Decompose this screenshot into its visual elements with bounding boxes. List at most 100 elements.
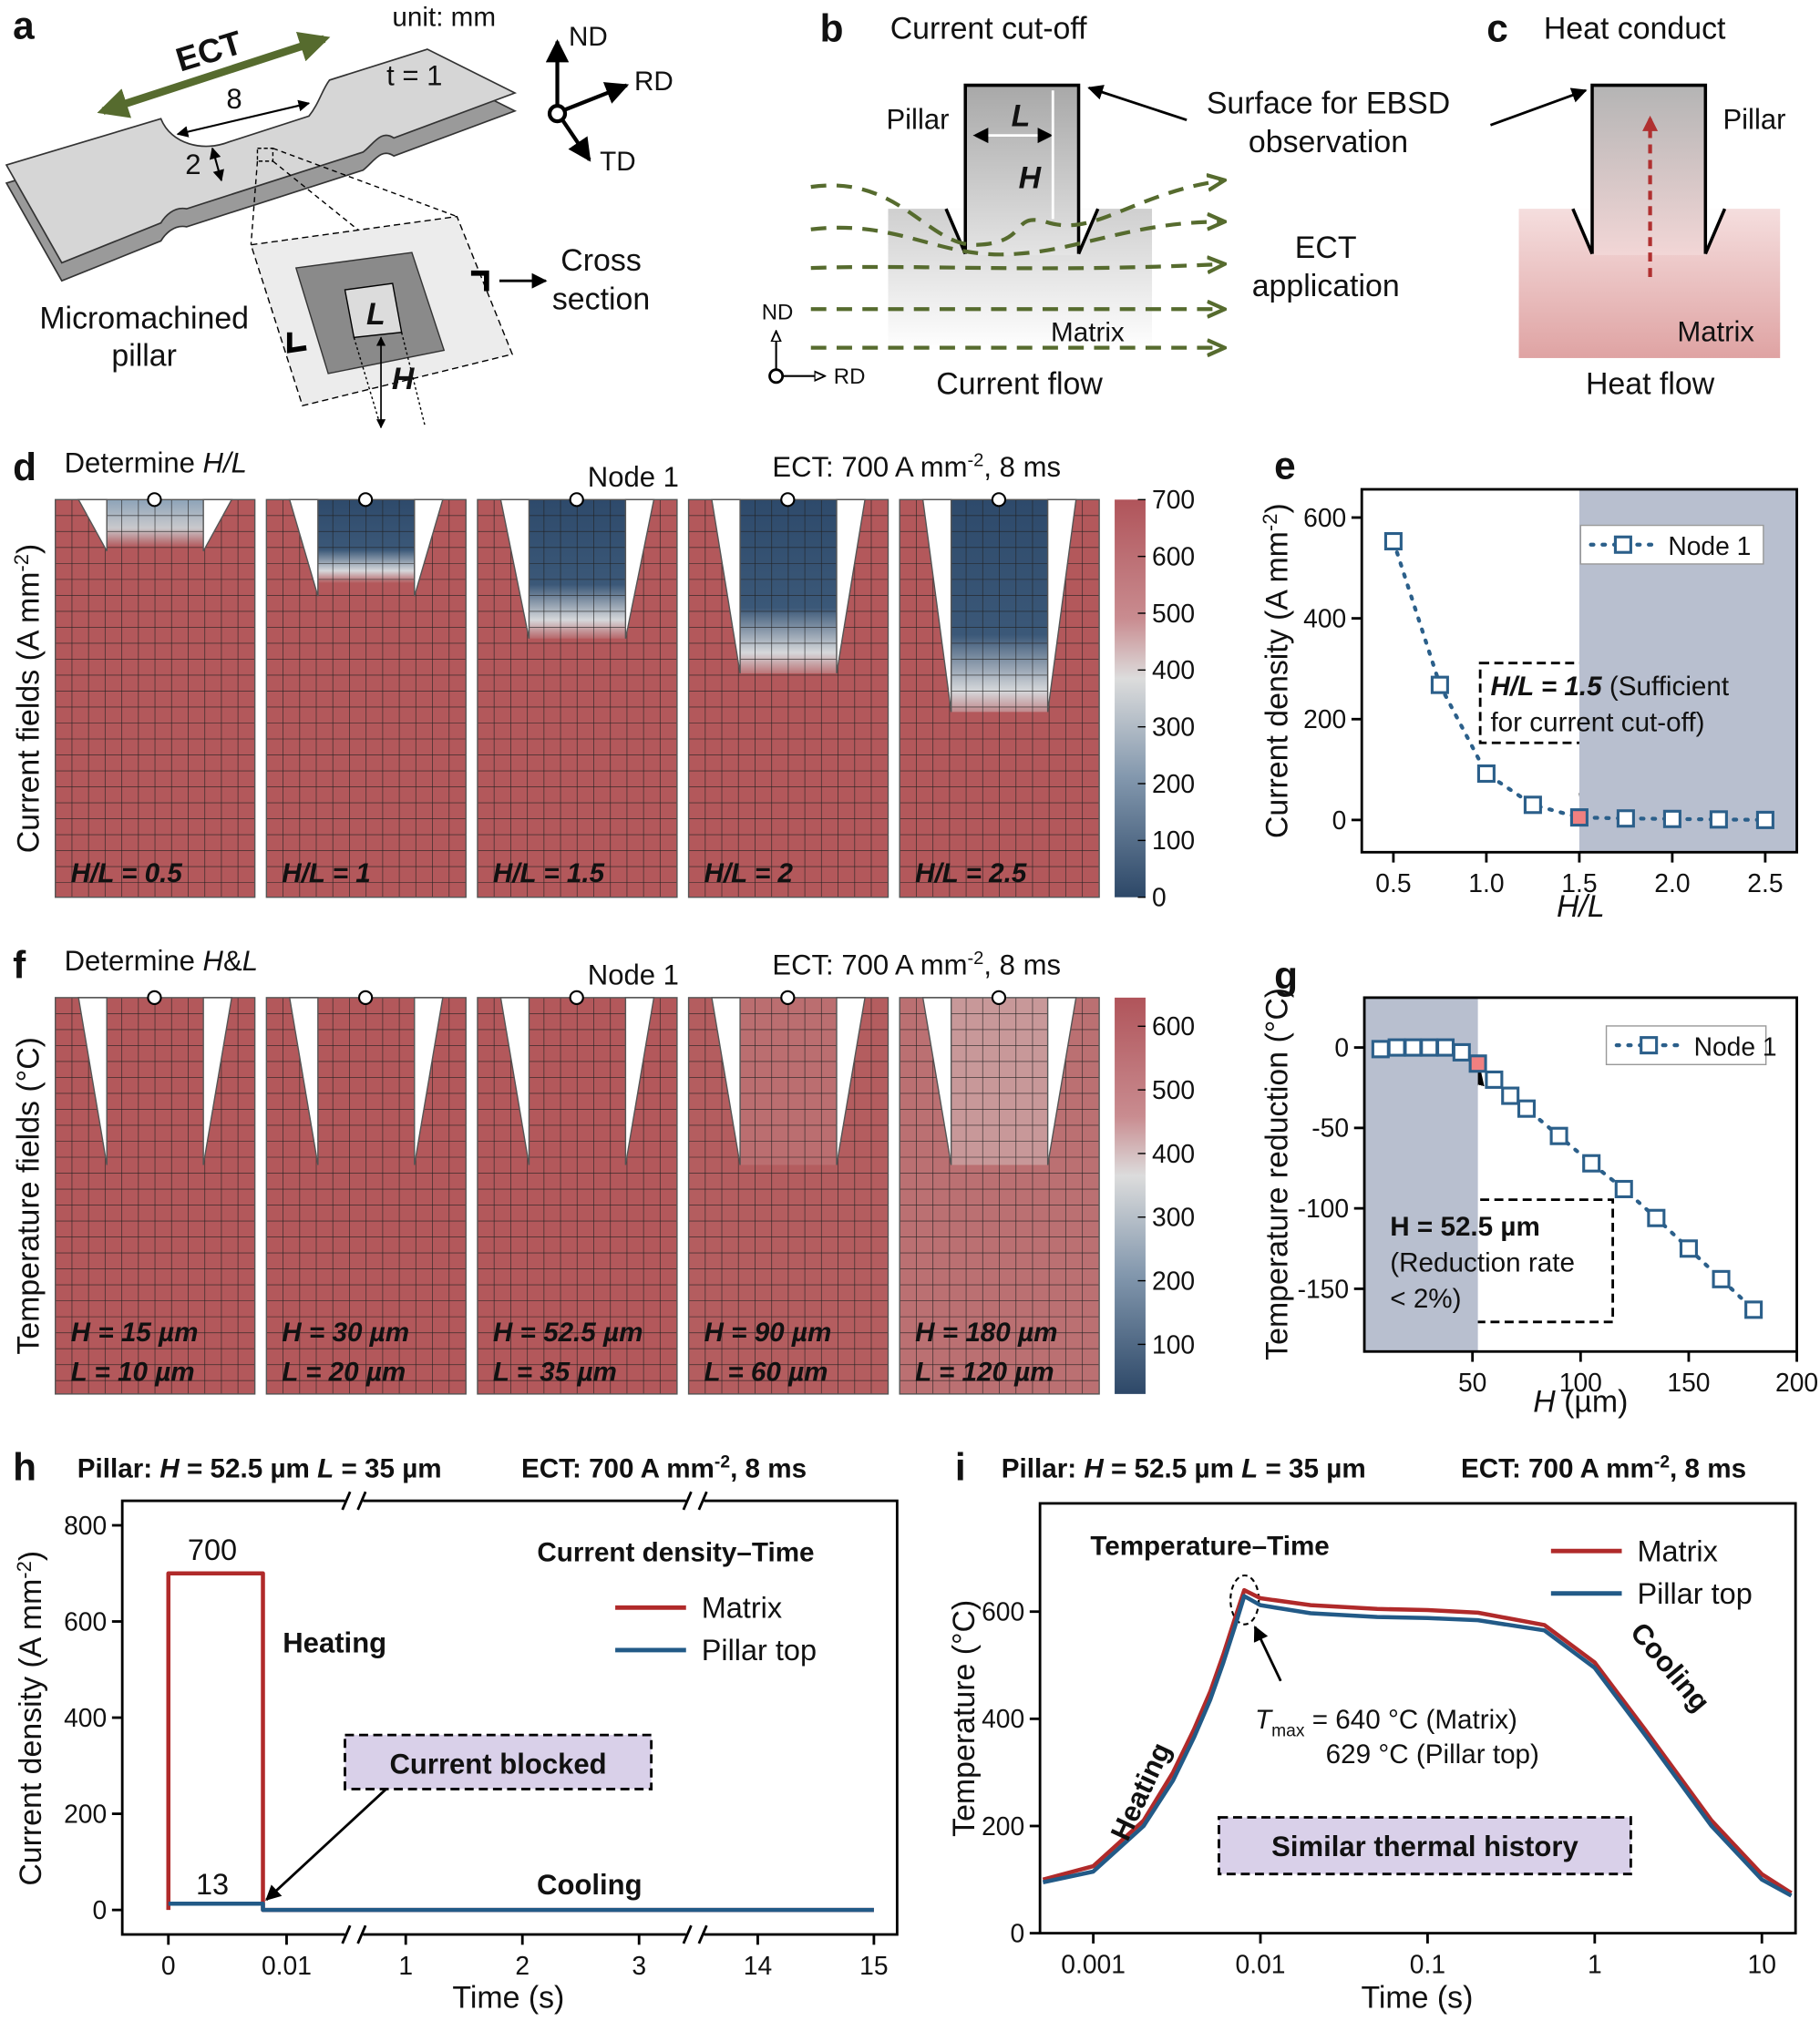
panel-label: a — [13, 5, 35, 47]
legend-box — [1579, 524, 1764, 565]
label: L — [366, 297, 386, 332]
legend-swatch — [1640, 1036, 1659, 1055]
label: Pillar — [1722, 104, 1785, 136]
text-part: 0 — [1334, 1032, 1349, 1062]
x-tick-label: 0.001 — [1061, 1949, 1126, 1978]
text-part: T — [1255, 1705, 1273, 1735]
text-part: & — [223, 945, 242, 977]
chart-subtitle: ECT: 700 A mm-2, 8 ms — [1461, 1452, 1746, 1483]
field-panel — [265, 492, 467, 898]
text-part: 150 — [1667, 1368, 1710, 1397]
y-tick-label: 0 — [1332, 805, 1347, 835]
chart-title: Pillar: H = 52.5 µm L = 35 µm — [77, 1454, 442, 1484]
text-part: Matrix — [1637, 1534, 1717, 1567]
x-tick-label: 2.0 — [1654, 868, 1690, 898]
axis-label: Temperature reduction (°C) — [1260, 988, 1294, 1360]
marker — [1468, 1054, 1487, 1073]
label: TD — [600, 147, 636, 177]
x-tick-label: 14 — [744, 1951, 772, 1980]
text-part: Current flow — [936, 367, 1103, 402]
text-part: 629 °C (Pillar top) — [1326, 1739, 1539, 1770]
case-label: H/L = 1.5 — [493, 858, 605, 888]
text-part: L — [1241, 1454, 1258, 1484]
text-part: Micromachined — [39, 301, 249, 335]
marker — [1383, 531, 1403, 551]
text-part: 1 — [1588, 1949, 1602, 1978]
label: Node 1 — [588, 461, 679, 493]
axis-label: Current density (A mm-2) — [13, 1551, 48, 1886]
text-part: H — [159, 1454, 180, 1484]
text-part: Temperature–Time — [1090, 1531, 1329, 1561]
text-part: d — [13, 446, 36, 488]
y-tick-label: -50 — [1311, 1113, 1349, 1143]
colorbar-tick-label: 400 — [1152, 1139, 1195, 1168]
annotation: (Reduction rate — [1390, 1248, 1575, 1278]
marker — [1523, 795, 1542, 815]
text-part: 2.0 — [1654, 868, 1690, 898]
text-part: (µm) — [1556, 1385, 1629, 1420]
node-marker — [780, 492, 796, 508]
text-part: 0.01 — [1236, 1949, 1286, 1978]
text-part: for current cut-off) — [1490, 708, 1704, 738]
axis-break — [341, 1491, 367, 1511]
text-part: H = 52.5 µm — [493, 1318, 643, 1348]
label: Micromachined — [39, 301, 249, 335]
marker — [1430, 675, 1449, 694]
text-part: g — [1274, 954, 1298, 997]
text-part: Time (s) — [452, 1981, 564, 2016]
text-part: -2 — [715, 1452, 730, 1472]
text-part: = 35 µm — [1258, 1454, 1365, 1484]
panel-label: e — [1274, 445, 1296, 487]
data-label: 700 — [188, 1534, 237, 1566]
y-tick-label: 400 — [1303, 604, 1346, 633]
marker — [1404, 1038, 1423, 1057]
text-part: Heating — [283, 1627, 386, 1659]
label: Heat conduct — [1544, 12, 1726, 46]
text-part: Current blocked — [389, 1748, 606, 1780]
text-part: f — [13, 944, 26, 987]
marker — [1614, 1179, 1633, 1198]
series-line — [1042, 1594, 1793, 1898]
x-tick-label: 100 — [1559, 1368, 1602, 1397]
data-label: 13 — [196, 1868, 229, 1901]
text-part: 700 — [188, 1534, 237, 1566]
text-part: H = 15 µm — [71, 1318, 199, 1348]
text-part: Current density (A mm — [14, 1579, 48, 1886]
text-part: 700 — [1152, 485, 1195, 514]
case-label: L = 10 µm — [71, 1358, 195, 1388]
text-part: Time (s) — [1361, 1981, 1473, 2016]
annotation: Heating — [283, 1627, 386, 1659]
case-label: H = 180 µm — [915, 1318, 1057, 1348]
node-marker — [147, 492, 162, 508]
node-marker — [357, 990, 374, 1005]
text-part: H — [1533, 1385, 1556, 1420]
text-part: b — [820, 7, 844, 50]
label: Node 1 — [588, 959, 679, 991]
text-part: 10 — [1748, 1949, 1776, 1978]
text-part: 600 — [1303, 503, 1346, 532]
text-part: -2 — [10, 554, 33, 572]
text-part: ) — [14, 1551, 48, 1561]
text-part: 1.5 — [1561, 868, 1597, 898]
text-part: a — [13, 5, 35, 47]
text-part: 200 — [1152, 769, 1195, 798]
label: ND — [762, 301, 794, 325]
text-part: 0.5 — [1375, 868, 1411, 898]
text-part: Heat flow — [1586, 367, 1715, 402]
label: 8 — [226, 83, 242, 115]
text-part: 2 — [515, 1951, 530, 1980]
colorbar-tick-label: 100 — [1152, 826, 1195, 855]
y-tick-label: -100 — [1298, 1194, 1350, 1223]
text-part: 500 — [1152, 1075, 1195, 1104]
text-part: 300 — [1152, 713, 1195, 742]
axis-break — [685, 1493, 704, 1509]
x-tick-label: 150 — [1667, 1368, 1710, 1397]
text-part: , 8 ms — [730, 1454, 807, 1484]
text-part: 100 — [1152, 1329, 1195, 1359]
case-label: L = 120 µm — [915, 1358, 1054, 1388]
annotation: Cooling — [537, 1869, 643, 1901]
text-part: e — [1274, 445, 1296, 487]
text-part: section — [552, 282, 650, 316]
panel-label: b — [820, 7, 844, 50]
text-part: Node 1 — [588, 461, 679, 493]
